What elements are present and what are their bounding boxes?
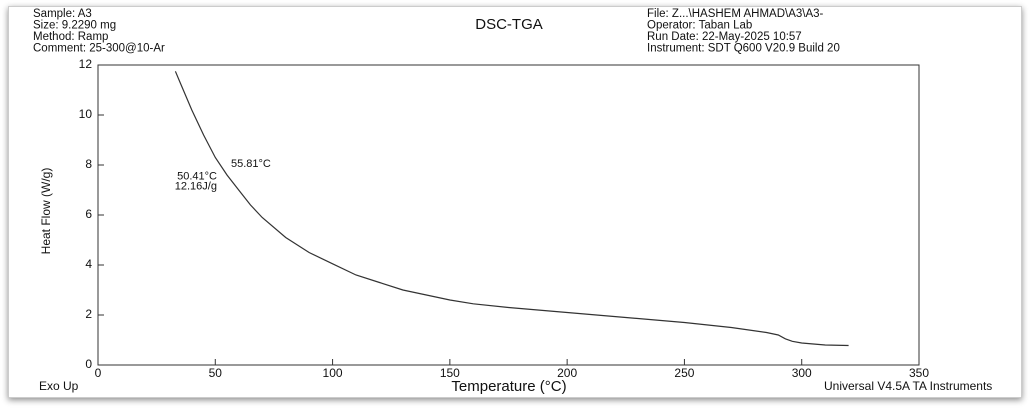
y-tick-label: 2 [85,307,92,321]
x-tick-label: 0 [95,366,102,380]
data-line [174,71,849,347]
info-text: Size: 9.2290 mg [33,20,116,32]
x-axis-label: Temperature (°C) [451,378,566,395]
annotation: 55.81°C [231,158,271,170]
plot-area [97,64,920,366]
y-tick-label: 12 [79,57,93,71]
info-text: Instrument: SDT Q600 V20.9 Build 20 [647,43,840,55]
x-tick-label: 50 [209,366,223,380]
y-tick-label: 6 [85,207,92,221]
annotation: 12.16J/g [175,180,217,192]
y-axis-label: Heat Flow (W/g) [39,168,53,255]
chart: DSC-TGA Heat Flow (W/g) Temperature (°C)… [33,8,992,395]
chart-title: DSC-TGA [475,16,543,33]
x-tick-label: 350 [909,366,929,380]
x-tick-label: 150 [440,366,460,380]
annotation: 50.41°C [177,170,217,182]
info-text: Operator: Taban Lab [647,20,752,32]
y-tick-label: 4 [85,257,92,271]
info-text: File: Z...\HASHEM AHMAD\A3\A3- [647,8,824,20]
x-tick-label: 200 [557,366,577,380]
y-tick-label: 0 [85,357,92,371]
info-text: Sample: A3 [33,8,92,20]
x-tick-label: 250 [674,366,694,380]
footer-left: Exo Up [39,379,79,393]
info-text: Method: Ramp [33,31,108,43]
y-tick-label: 8 [85,157,92,171]
y-tick-label: 10 [79,107,93,121]
chart-frame: DSC-TGA Heat Flow (W/g) Temperature (°C)… [8,6,1022,398]
info-text: Run Date: 22-May-2025 10:57 [647,31,802,43]
footer-right: Universal V4.5A TA Instruments [824,379,992,393]
info-text: Comment: 25-300@10-Ar [33,43,165,55]
x-tick-label: 300 [792,366,812,380]
x-tick-label: 100 [323,366,343,380]
